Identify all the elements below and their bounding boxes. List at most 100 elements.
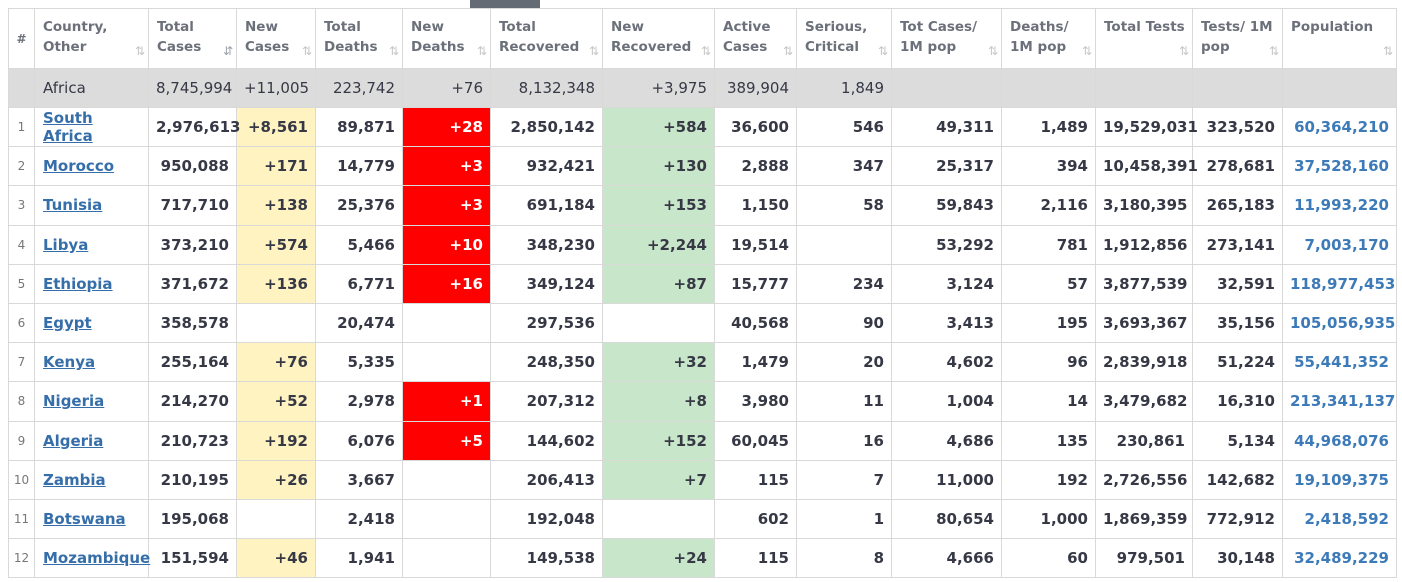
country-link[interactable]: Egypt — [43, 314, 92, 333]
country-link[interactable]: Ethiopia — [43, 274, 113, 293]
cell-active-cases: 1,150 — [714, 185, 797, 226]
cell-new-cases: +46 — [236, 538, 316, 579]
table-row: 6 Egypt 358,578 20,474 297,536 40,568 90 3,413 1… — [8, 302, 1397, 344]
cell-tests-per-m: 51,224 — [1192, 342, 1283, 383]
col-header-deaths-per-m[interactable]: Deaths/ 1M pop ⇅ — [1001, 8, 1096, 69]
cell-active-cases: 115 — [714, 459, 797, 500]
cell-index: 4 — [8, 224, 35, 265]
sort-icon[interactable]: ⇅ — [1081, 44, 1092, 58]
cell-serious — [796, 224, 892, 265]
cell-country-link: Egypt — [34, 302, 149, 344]
col-header-total-cases[interactable]: Total Cases ⇵ — [148, 8, 237, 69]
col-header-country[interactable]: Country, Other ⇅ — [34, 8, 149, 69]
cell-cases-per-m: 3,413 — [891, 302, 1002, 344]
col-header-tests-per-m[interactable]: Tests/ 1M pop ⇅ — [1192, 8, 1283, 69]
col-header-cases-per-m[interactable]: Tot Cases/ 1M pop ⇅ — [891, 8, 1002, 69]
cell-country-link: Ethiopia — [34, 263, 149, 304]
country-link[interactable]: Zambia — [43, 470, 106, 489]
country-link[interactable]: Algeria — [43, 431, 104, 450]
cell-cases-per-m: 25,317 — [891, 146, 1002, 187]
country-link[interactable]: South Africa — [43, 109, 93, 146]
cell-population: 7,003,170 — [1282, 224, 1397, 265]
cell-new-recovered: +3,975 — [602, 68, 715, 108]
cell-total-deaths: 2,978 — [315, 381, 403, 422]
cell-cases-per-m — [891, 68, 1002, 108]
cell-total-deaths: 25,376 — [315, 185, 403, 226]
country-link[interactable]: Libya — [43, 235, 89, 254]
col-header-new-cases[interactable]: New Cases ⇅ — [236, 8, 316, 69]
sort-active-icon[interactable]: ⇵ — [222, 44, 233, 58]
table-row: 1 South Africa 2,976,613 +8,561 89,871 +28 2,8… — [8, 106, 1397, 148]
cell-new-deaths: +76 — [402, 68, 491, 108]
country-link[interactable]: Mozambique — [43, 549, 151, 568]
cell-total-tests: 3,877,539 — [1095, 263, 1193, 304]
cell-tests-per-m: 32,591 — [1192, 263, 1283, 304]
cell-serious: 90 — [796, 302, 892, 344]
sort-icon[interactable]: ⇅ — [987, 44, 998, 58]
cell-deaths-per-m: 60 — [1001, 538, 1096, 579]
continent-total-row: Africa 8,745,994 +11,005 223,742 +76 8,1… — [8, 68, 1397, 108]
col-header-serious[interactable]: Serious, Critical ⇅ — [796, 8, 892, 69]
col-header-new-deaths[interactable]: New Deaths ⇅ — [402, 8, 491, 69]
cell-serious: 8 — [796, 538, 892, 579]
cell-total-recovered: 348,230 — [490, 224, 603, 265]
sort-icon[interactable]: ⇅ — [476, 44, 487, 58]
cell-new-cases: +76 — [236, 342, 316, 383]
sort-icon[interactable]: ⇅ — [1178, 44, 1189, 58]
cell-serious: 546 — [796, 106, 892, 148]
col-header-index[interactable]: # — [8, 8, 35, 69]
cell-total-recovered: 192,048 — [490, 498, 603, 540]
country-link[interactable]: Tunisia — [43, 196, 103, 215]
cell-total-recovered: 691,184 — [490, 185, 603, 226]
country-link[interactable]: Botswana — [43, 509, 126, 528]
cell-active-cases: 1,479 — [714, 342, 797, 383]
cell-index: 2 — [8, 146, 35, 187]
sort-icon[interactable]: ⇅ — [1268, 44, 1279, 58]
active-tab-edge[interactable] — [470, 0, 540, 8]
cell-total-cases: 214,270 — [148, 381, 237, 422]
cell-tests-per-m — [1192, 68, 1283, 108]
col-header-total-tests[interactable]: Total Tests ⇅ — [1095, 8, 1193, 69]
cell-new-cases: +52 — [236, 381, 316, 422]
cell-index: 6 — [8, 302, 35, 344]
sort-icon[interactable]: ⇅ — [388, 44, 399, 58]
sort-icon[interactable]: ⇅ — [588, 44, 599, 58]
sort-icon[interactable]: ⇅ — [782, 44, 793, 58]
cell-cases-per-m: 80,654 — [891, 498, 1002, 540]
cell-cases-per-m: 3,124 — [891, 263, 1002, 304]
cell-total-recovered: 144,602 — [490, 420, 603, 461]
country-link[interactable]: Kenya — [43, 353, 96, 372]
cell-index: 3 — [8, 185, 35, 226]
sort-icon[interactable]: ⇅ — [134, 44, 145, 58]
col-header-total-deaths[interactable]: Total Deaths ⇅ — [315, 8, 403, 69]
cell-active-cases: 60,045 — [714, 420, 797, 461]
country-link[interactable]: Morocco — [43, 157, 115, 176]
sort-icon[interactable]: ⇅ — [1382, 44, 1393, 58]
cell-deaths-per-m: 14 — [1001, 381, 1096, 422]
col-header-population[interactable]: Population ⇅ — [1282, 8, 1397, 69]
cell-new-recovered: +130 — [602, 146, 715, 187]
cell-deaths-per-m: 192 — [1001, 459, 1096, 500]
col-header-total-recovered[interactable]: Total Recovered ⇅ — [490, 8, 603, 69]
cell-population: 105,056,935 — [1282, 302, 1397, 344]
cell-total-tests: 2,839,918 — [1095, 342, 1193, 383]
cell-population: 32,489,229 — [1282, 538, 1397, 579]
cell-tests-per-m: 5,134 — [1192, 420, 1283, 461]
country-link[interactable]: Nigeria — [43, 392, 105, 411]
cell-total-tests: 10,458,391 — [1095, 146, 1198, 187]
cell-new-deaths: +3 — [402, 185, 491, 226]
cell-index: 11 — [8, 498, 35, 540]
cell-total-cases: 210,195 — [148, 459, 237, 500]
table-row: 7 Kenya 255,164 +76 5,335 248,350 +32 1,479 20 4,… — [8, 342, 1397, 383]
sort-icon[interactable]: ⇅ — [700, 44, 711, 58]
cell-new-cases: +11,005 — [236, 68, 316, 108]
col-header-new-recovered[interactable]: New Recovered ⇅ — [602, 8, 715, 69]
cell-tests-per-m: 30,148 — [1192, 538, 1283, 579]
col-header-active-cases[interactable]: Active Cases ⇅ — [714, 8, 797, 69]
cell-deaths-per-m: 781 — [1001, 224, 1096, 265]
cell-tests-per-m: 278,681 — [1192, 146, 1283, 187]
cell-total-recovered: 206,413 — [490, 459, 603, 500]
covid-table: # Country, Other ⇅ Total Cases ⇵ New Cases… — [8, 8, 1397, 579]
sort-icon[interactable]: ⇅ — [301, 44, 312, 58]
sort-icon[interactable]: ⇅ — [877, 44, 888, 58]
